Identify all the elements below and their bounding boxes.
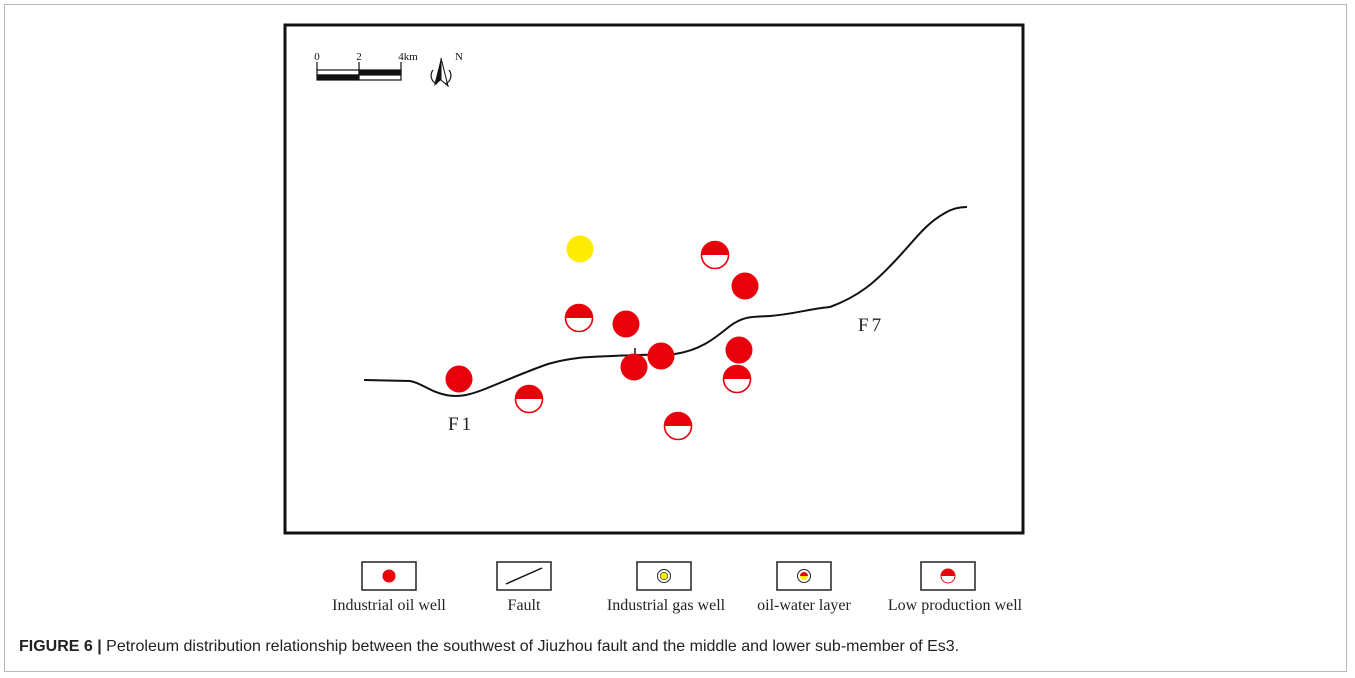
caption-text: Petroleum distribution relationship betw… bbox=[101, 638, 960, 655]
map-border bbox=[283, 23, 1025, 535]
figure-frame bbox=[4, 4, 1347, 672]
well-industrial-oil-icon bbox=[620, 353, 648, 381]
well-industrial-oil-icon bbox=[731, 272, 759, 300]
north-label: N bbox=[455, 51, 463, 63]
fault-line-f1-f7 bbox=[363, 206, 968, 398]
caption-prefix: FIGURE 6 | bbox=[19, 638, 102, 655]
legend-low-production-icon bbox=[941, 569, 955, 576]
well-low-production-icon bbox=[514, 384, 544, 414]
legend-label-oil-water: oil-water layer bbox=[757, 597, 851, 614]
wells-layer bbox=[445, 235, 759, 441]
legend bbox=[361, 561, 976, 591]
scale-bar: 0 2 4km bbox=[314, 51, 418, 81]
legend-fault-icon bbox=[505, 567, 543, 585]
legend-label-low-production: Low production well bbox=[887, 597, 1023, 614]
figure-caption: FIGURE 6 | Petroleum distribution relati… bbox=[19, 638, 959, 656]
legend-label-oil: Industrial oil well bbox=[332, 597, 446, 614]
well-industrial-oil-icon bbox=[612, 310, 640, 338]
well-low-production-icon bbox=[663, 411, 693, 441]
fault-label-f7: F7 bbox=[858, 315, 884, 336]
well-industrial-gas-icon bbox=[566, 235, 594, 263]
legend-oil-well-icon bbox=[382, 569, 396, 583]
fault-label-f1: F1 bbox=[448, 414, 474, 435]
well-low-production-icon bbox=[722, 364, 752, 394]
north-arrow-icon: N bbox=[430, 51, 463, 88]
well-low-production-icon bbox=[700, 240, 730, 270]
well-industrial-oil-icon bbox=[647, 342, 675, 370]
well-industrial-oil-icon bbox=[725, 336, 753, 364]
well-industrial-oil-icon bbox=[445, 365, 473, 393]
scale-tick-0: 0 bbox=[314, 51, 320, 63]
well-low-production-icon bbox=[564, 303, 594, 333]
scale-tick-4km: 4km bbox=[398, 51, 418, 63]
legend-label-fault: Fault bbox=[507, 597, 541, 614]
legend-label-gas: Industrial gas well bbox=[606, 597, 726, 614]
scale-tick-2: 2 bbox=[356, 51, 362, 63]
